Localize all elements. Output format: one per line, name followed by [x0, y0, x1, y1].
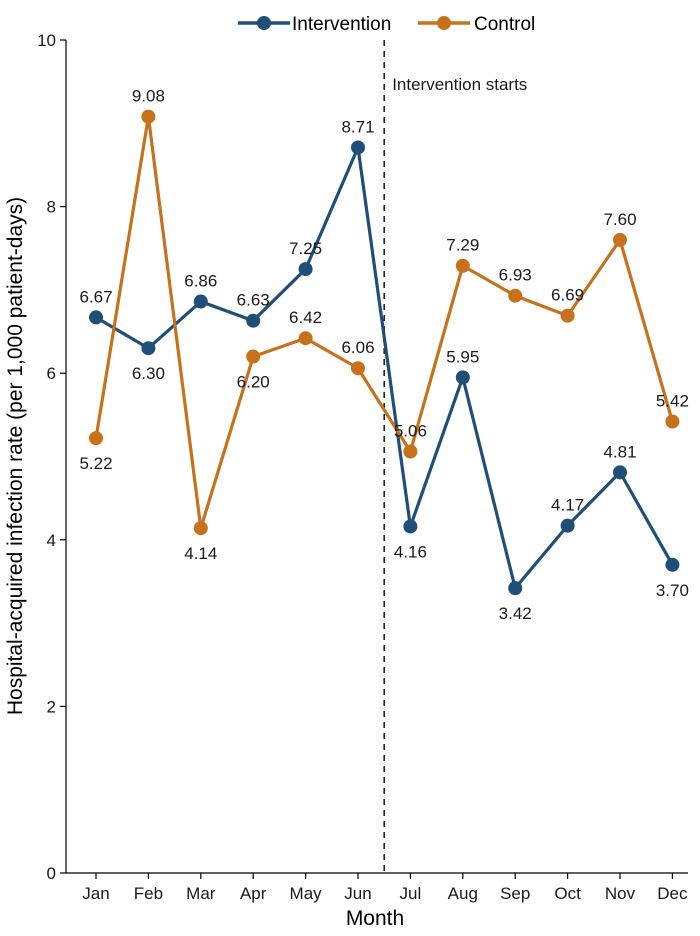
data-label-control-jul: 5.06 — [394, 422, 427, 441]
plot-series — [89, 109, 680, 596]
data-label-intervention-aug: 5.95 — [446, 347, 479, 366]
y-tick-label: 6 — [47, 364, 56, 383]
point-control-feb — [141, 109, 156, 124]
point-intervention-feb — [141, 341, 156, 356]
point-control-jul — [403, 444, 418, 459]
point-intervention-jul — [403, 519, 418, 534]
data-label-intervention-apr: 6.63 — [237, 291, 270, 310]
y-tick-label: 8 — [47, 198, 56, 217]
x-tick-label: Jan — [82, 884, 109, 903]
x-tick-label: Oct — [554, 884, 581, 903]
point-intervention-dec — [665, 557, 680, 572]
y-tick-label: 2 — [47, 697, 56, 716]
x-tick-label: Sep — [500, 884, 530, 903]
x-tick-label: Apr — [240, 884, 267, 903]
x-axis-title: Month — [346, 907, 404, 930]
point-control-sep — [508, 288, 523, 303]
point-intervention-nov — [613, 465, 627, 480]
series-line-intervention — [95, 145, 674, 590]
point-intervention-aug — [455, 370, 470, 385]
y-tick-label: 4 — [47, 531, 56, 550]
data-label-control-apr: 6.20 — [237, 373, 270, 392]
point-control-jun — [351, 361, 365, 376]
data-label-control-oct: 6.69 — [551, 286, 584, 305]
x-tick-label: Mar — [186, 884, 216, 903]
x-tick-label: Feb — [134, 884, 163, 903]
data-label-intervention-may: 7.25 — [289, 239, 322, 258]
y-axis: 0 2 4 6 8 10 Hospital-acquired infection rate… — [4, 31, 67, 883]
data-label-intervention-mar: 6.86 — [184, 272, 217, 291]
series-line-control — [94, 115, 674, 530]
data-label-control-mar: 4.14 — [184, 544, 217, 563]
point-intervention-mar — [193, 294, 208, 309]
point-intervention-jun — [351, 140, 365, 155]
data-label-intervention-feb: 6.30 — [132, 364, 165, 383]
x-tick-label: May — [290, 884, 323, 903]
data-label-control-feb: 9.08 — [132, 87, 165, 106]
data-label-intervention-jun: 8.71 — [341, 117, 374, 136]
y-tick-label: 0 — [47, 864, 56, 883]
data-label-control-may: 6.42 — [289, 308, 322, 327]
legend-label-control: Control — [474, 14, 535, 35]
intervention-start-label: Intervention starts — [392, 75, 527, 94]
point-control-oct — [560, 308, 575, 323]
data-label-control-jun: 6.06 — [341, 338, 374, 357]
point-intervention-jan — [89, 310, 103, 325]
data-label-intervention-jan: 6.67 — [79, 287, 112, 306]
data-label-intervention-oct: 4.17 — [551, 496, 584, 515]
data-label-control-sep: 6.93 — [499, 266, 532, 285]
x-tick-label: Dec — [657, 884, 688, 903]
point-control-may — [298, 331, 313, 346]
data-label-control-aug: 7.29 — [446, 236, 479, 255]
data-label-control-dec: 5.42 — [656, 392, 689, 411]
point-intervention-may — [298, 262, 313, 277]
point-intervention-oct — [560, 518, 575, 533]
x-axis-ticks: Jan Feb Mar Apr May Jun Jul Aug Sep Oct Nov Dec — [82, 873, 688, 903]
x-tick-label: Nov — [605, 884, 636, 903]
point-control-mar — [193, 521, 208, 536]
x-tick-label: Jul — [400, 884, 422, 903]
intervention-start-annotation: Intervention starts — [383, 40, 527, 873]
data-label-control-jan: 5.22 — [79, 454, 112, 473]
legend: Intervention Control — [238, 14, 535, 35]
x-tick-label: Jun — [344, 884, 371, 903]
x-axis: Jan Feb Mar Apr May Jun Jul Aug Sep Oct Nov Dec Mon… — [66, 872, 688, 930]
point-intervention-apr — [246, 313, 261, 328]
data-label-intervention-jul: 4.16 — [394, 542, 427, 561]
point-control-aug — [455, 258, 470, 273]
legend-label-intervention: Intervention — [292, 14, 391, 35]
data-label-control-nov: 7.60 — [603, 210, 636, 229]
y-tick-label: 10 — [37, 31, 56, 50]
point-control-apr — [246, 349, 261, 364]
x-tick-label: Aug — [448, 884, 478, 903]
point-control-dec — [665, 414, 680, 429]
point-control-jan — [89, 431, 103, 446]
data-label-intervention-dec: 3.70 — [656, 581, 689, 600]
legend-swatch-control-marker — [437, 16, 451, 30]
data-label-intervention-nov: 4.81 — [603, 442, 636, 461]
y-axis-title: Hospital-acquired infection rate (per 1,… — [4, 197, 27, 715]
data-labels: 6.67 6.30 6.86 6.63 7.25 8.71 4.16 5.95 3.42 4.17… — [79, 87, 688, 623]
data-label-intervention-sep: 3.42 — [499, 604, 532, 623]
point-control-nov — [613, 232, 627, 247]
legend-swatch-intervention-marker — [257, 16, 271, 30]
y-axis-ticks: 0 2 4 6 8 10 — [37, 31, 66, 883]
point-intervention-sep — [508, 581, 523, 596]
